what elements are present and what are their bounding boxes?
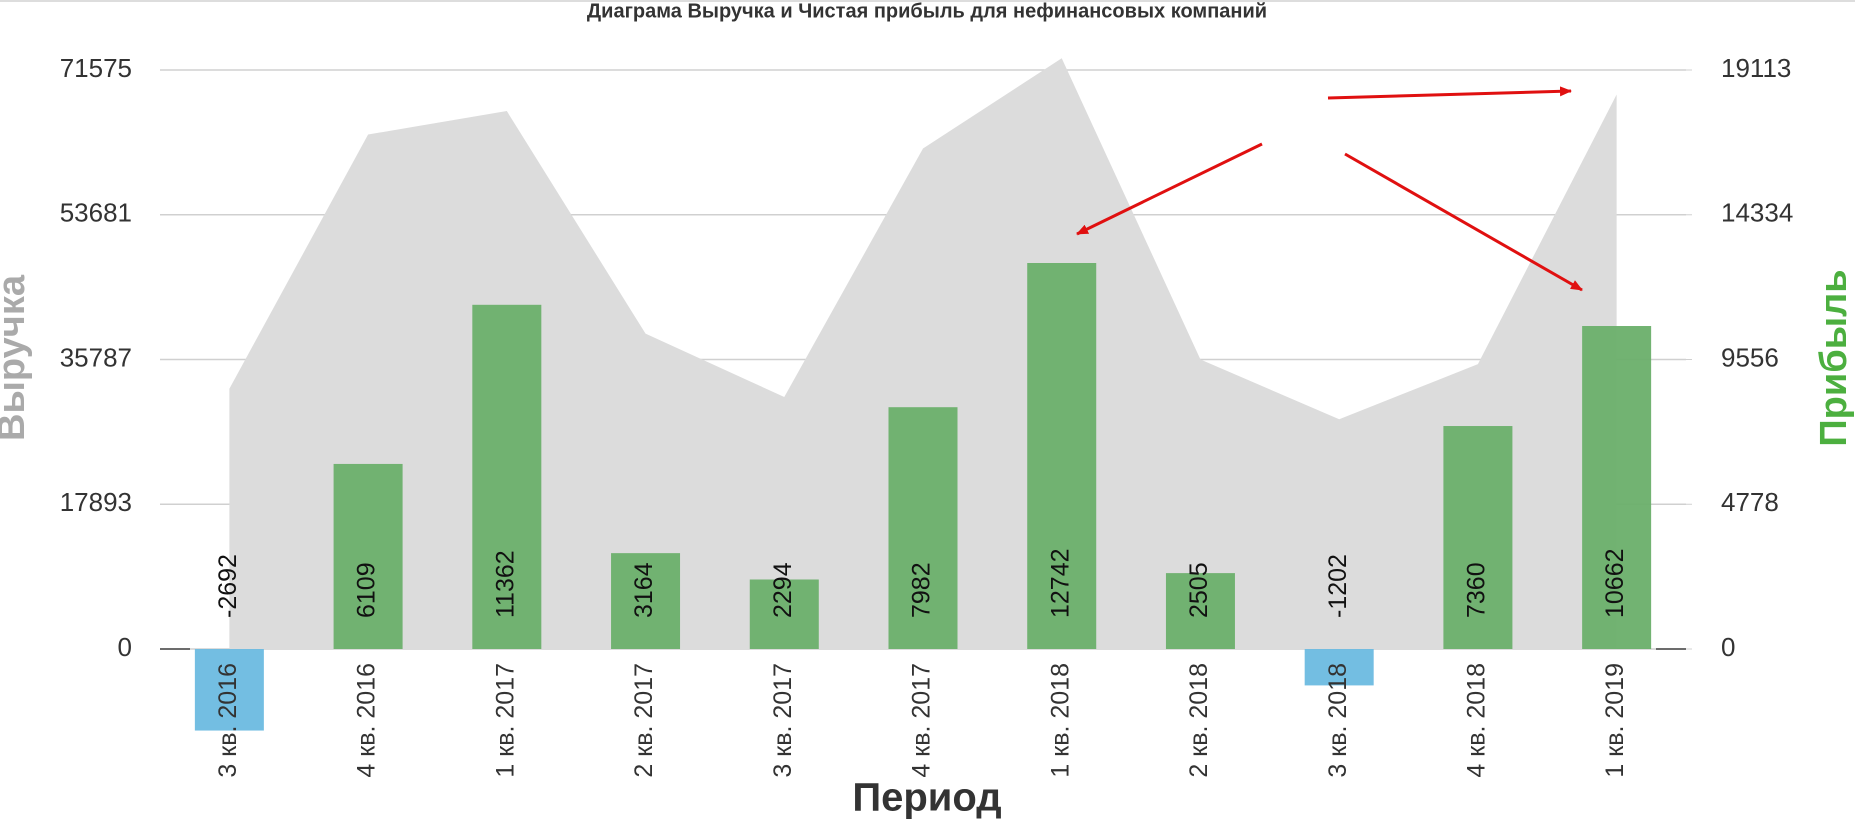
value-label: -1202 bbox=[1324, 554, 1352, 618]
value-label: 2294 bbox=[769, 562, 797, 618]
value-label: 7360 bbox=[1463, 562, 1491, 618]
x-tick-label: 2 кв. 2017 bbox=[630, 663, 658, 778]
x-tick-label: 2 кв. 2018 bbox=[1185, 663, 1213, 778]
y-tick-label: 71575 bbox=[60, 53, 132, 83]
y2-tick-label: 19113 bbox=[1721, 53, 1791, 83]
profit-bar bbox=[1027, 263, 1097, 649]
x-tick-label: 1 кв. 2019 bbox=[1601, 663, 1629, 778]
y-tick-label: 0 bbox=[118, 632, 132, 662]
x-tick-label: 4 кв. 2017 bbox=[908, 663, 936, 778]
y2-axis-title: Прибыль bbox=[1813, 269, 1855, 446]
revenue-area bbox=[229, 58, 1617, 649]
value-label: 3164 bbox=[630, 562, 658, 618]
plot-area: 0 17893 35787 53681 71575 0 4778 9556 14334 19113… bbox=[60, 53, 1794, 778]
profit-bar bbox=[1165, 573, 1235, 649]
y-tick-label: 17893 bbox=[60, 487, 132, 517]
profit-bar bbox=[194, 649, 264, 731]
arrow bbox=[1076, 142, 1263, 236]
x-tick-label: 4 кв. 2016 bbox=[353, 663, 381, 778]
profit-bar bbox=[749, 579, 819, 649]
value-label: 7982 bbox=[908, 562, 936, 618]
profit-bar bbox=[472, 304, 542, 649]
x-tick-label: 1 кв. 2018 bbox=[1046, 663, 1074, 778]
arrow bbox=[1327, 86, 1572, 100]
y2-tick-label: 9556 bbox=[1721, 342, 1779, 372]
y-axis-title: Выручка bbox=[0, 274, 33, 441]
y2-tick-label: 0 bbox=[1721, 632, 1735, 662]
profit-bar bbox=[1443, 426, 1513, 649]
profit-bar bbox=[1304, 649, 1374, 686]
annotation-arrows bbox=[1076, 86, 1583, 292]
y-tick-label: 35787 bbox=[60, 342, 132, 372]
x-tick-label: 3 кв. 2016 bbox=[214, 663, 242, 778]
y2-tick-label: 4778 bbox=[1721, 487, 1779, 517]
profit-bar bbox=[333, 463, 403, 649]
y-tick-label: 53681 bbox=[60, 198, 132, 228]
x-axis-title: Период bbox=[852, 776, 1001, 820]
profit-bar bbox=[888, 407, 958, 649]
x-tick-label: 3 кв. 2017 bbox=[769, 663, 797, 778]
value-label: -2692 bbox=[214, 554, 242, 618]
profit-bar bbox=[1582, 326, 1652, 649]
value-label: 12742 bbox=[1046, 548, 1074, 618]
x-tick-label: 3 кв. 2018 bbox=[1324, 663, 1352, 778]
x-tick-label: 1 кв. 2017 bbox=[491, 663, 519, 778]
value-label: 6109 bbox=[353, 562, 381, 618]
y2-tick-label: 14334 bbox=[1721, 198, 1793, 228]
value-label: 2505 bbox=[1185, 562, 1213, 618]
chart-title: Диаграма Выручка и Чистая прибыль для не… bbox=[587, 0, 1267, 22]
value-label: 11362 bbox=[491, 550, 519, 618]
value-label: 10662 bbox=[1601, 548, 1629, 618]
arrow bbox=[1344, 152, 1583, 292]
profit-bar bbox=[611, 553, 681, 649]
x-tick-label: 4 кв. 2018 bbox=[1463, 663, 1491, 778]
